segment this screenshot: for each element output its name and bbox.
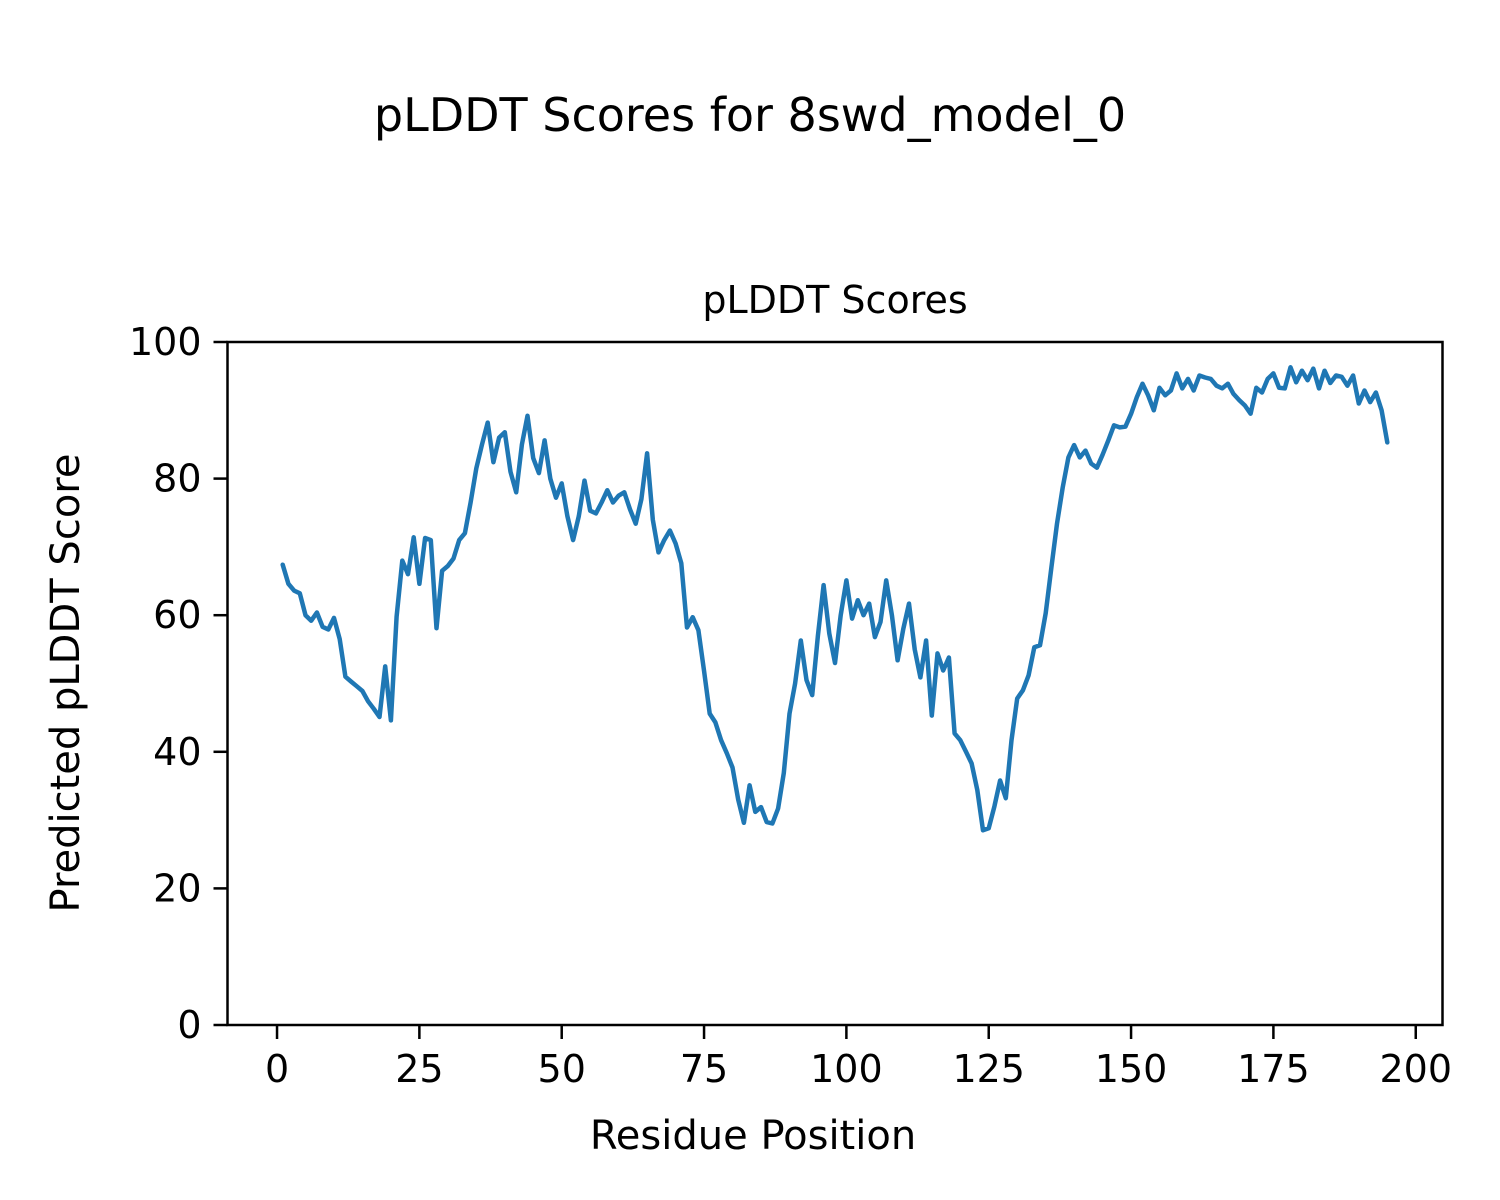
y-tick-label: 20 [153, 866, 201, 910]
axes-title: pLDDT Scores [702, 278, 968, 322]
x-tick-label: 0 [265, 1047, 289, 1091]
plddt-line [280, 365, 1390, 833]
x-tick-label: 75 [680, 1047, 728, 1091]
x-tick-label: 25 [395, 1047, 443, 1091]
x-tick-label: 125 [952, 1047, 1025, 1091]
figure-title: pLDDT Scores for 8swd_model_0 [373, 88, 1127, 142]
y-tick-label: 100 [129, 320, 202, 364]
x-tick-label: 150 [1095, 1047, 1168, 1091]
y-tick-label: 60 [153, 593, 201, 637]
axes-spines [226, 340, 1444, 1027]
y-tick-label: 80 [153, 457, 201, 501]
y-tick-label: 40 [153, 730, 201, 774]
x-tick-label: 175 [1237, 1047, 1310, 1091]
x-tick-label: 100 [810, 1047, 883, 1091]
x-tick-label: 50 [538, 1047, 586, 1091]
x-tick-label: 200 [1379, 1047, 1452, 1091]
x-axis-label: Residue Position [589, 1113, 917, 1159]
y-tick-label: 0 [177, 1003, 201, 1047]
